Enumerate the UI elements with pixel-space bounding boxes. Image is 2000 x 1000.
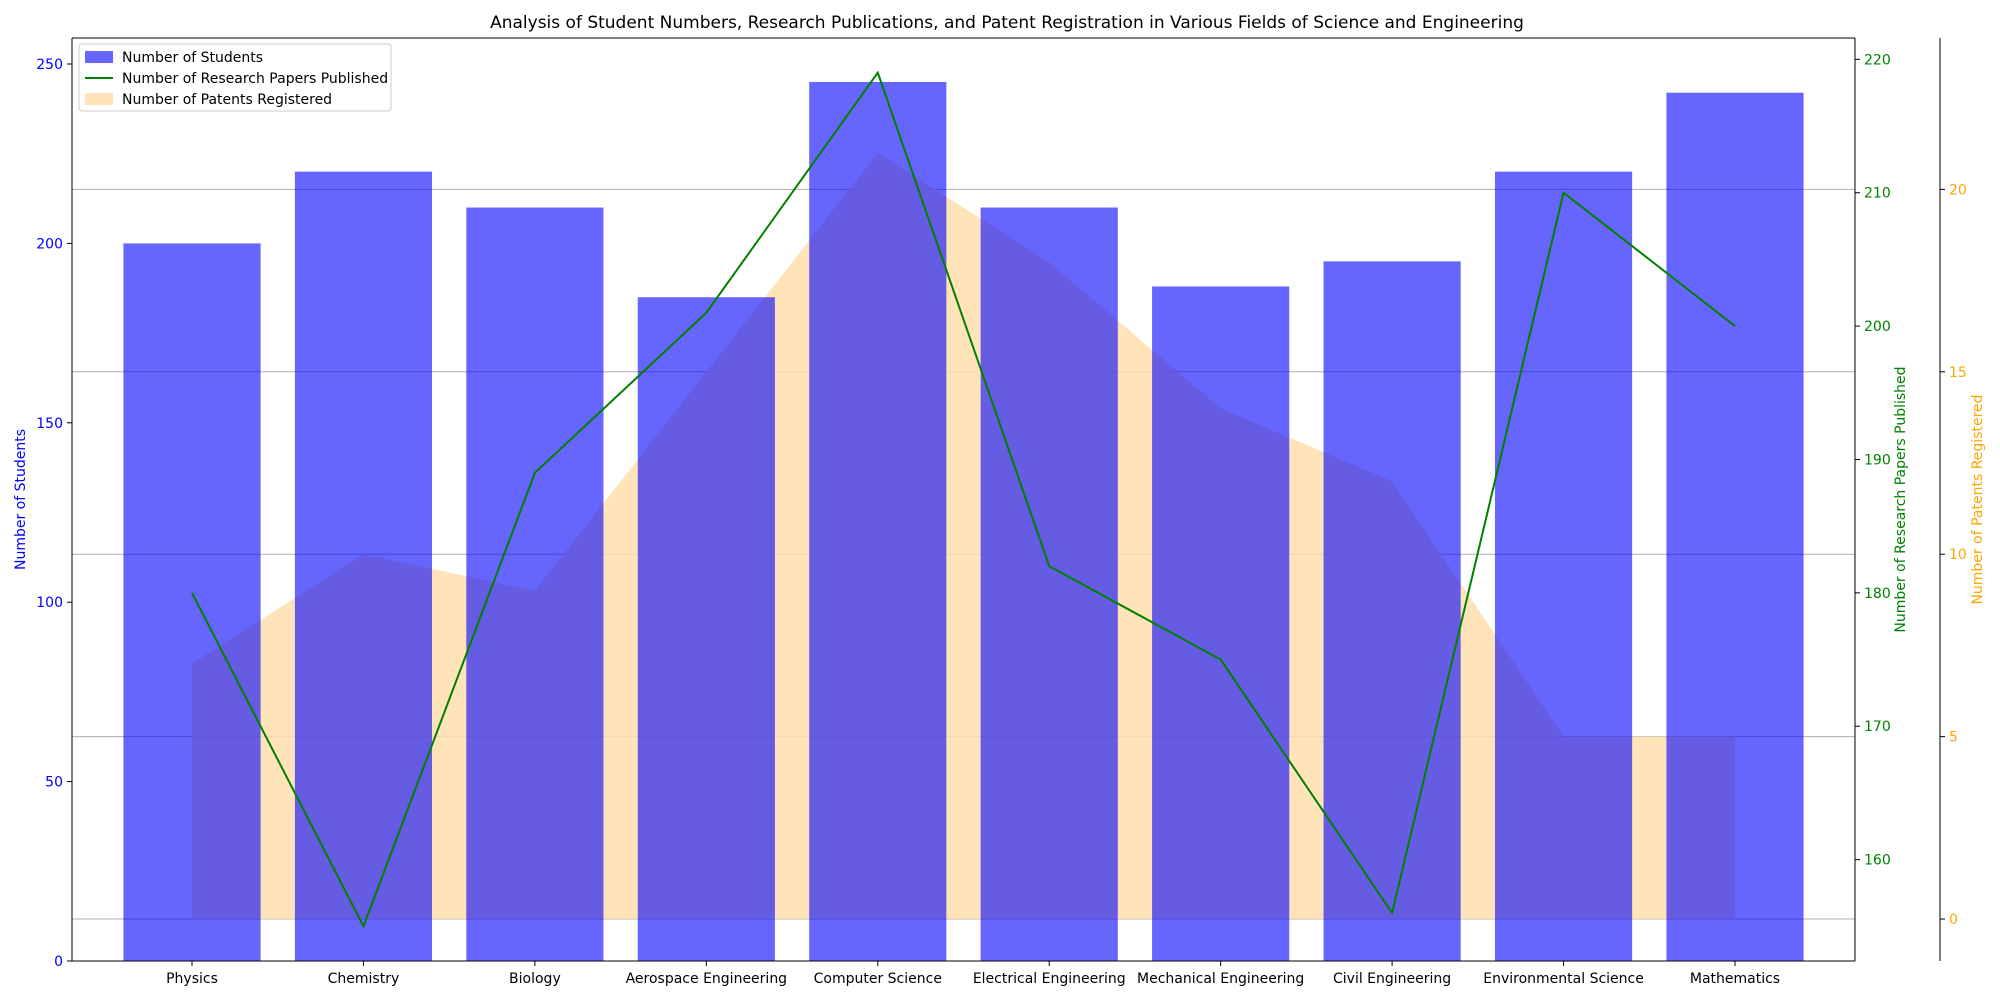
students-bar: [1666, 92, 1804, 961]
papers-y-tick-label: 220: [1864, 52, 1891, 68]
students-bar: [980, 207, 1118, 961]
axes-layer: Physics Chemistry Biology Aerospace Enginee…: [13, 37, 1986, 987]
x-tick-label: Civil Engineering: [1333, 971, 1451, 987]
students-bar: [294, 171, 433, 961]
students-bar: [1323, 261, 1461, 961]
students-bar: [1494, 171, 1633, 961]
left-axis-title: Number of Students: [13, 429, 29, 570]
students-bar: [466, 207, 604, 961]
x-tick-label: Electrical Engineering: [973, 971, 1126, 987]
students-bar: [123, 243, 261, 962]
x-tick-label: Chemistry: [328, 971, 400, 987]
students-bars-layer: [123, 81, 1804, 962]
left-y-tick-label: 250: [36, 57, 63, 73]
legend-label-students: Number of Students: [122, 50, 263, 66]
patents-y-tick-label: 10: [1949, 547, 1967, 563]
patents-y-tick-label: 0: [1949, 912, 1958, 928]
left-y-tick-label: 200: [36, 236, 63, 252]
legend: Number of Students Number of Research Pap…: [78, 43, 392, 112]
papers-y-tick-label: 190: [1864, 452, 1891, 468]
patents-y-tick-label: 15: [1949, 365, 1967, 381]
left-y-tick-label: 0: [54, 954, 63, 970]
papers-y-tick-label: 160: [1864, 853, 1891, 869]
x-tick-label: Environmental Science: [1483, 971, 1644, 987]
x-tick-label: Physics: [166, 971, 218, 987]
left-y-tick-label: 150: [36, 416, 63, 432]
legend-swatch-students: [85, 51, 113, 63]
students-bar: [637, 297, 775, 961]
x-tick-label: Computer Science: [814, 971, 942, 987]
patents-y-tick-label: 20: [1949, 182, 1967, 198]
legend-swatch-patents: [85, 93, 113, 105]
left-y-tick-label: 100: [36, 595, 63, 611]
x-tick-label: Biology: [509, 971, 561, 987]
students-bar: [809, 81, 947, 961]
x-tick-label: Mathematics: [1690, 971, 1780, 987]
patents-y-tick-label: 5: [1949, 730, 1958, 746]
left-y-tick-label: 50: [45, 775, 63, 791]
patents-axis-title: Number of Patents Registered: [1970, 394, 1986, 604]
papers-y-tick-label: 170: [1864, 719, 1891, 735]
papers-line: [191, 70, 1736, 929]
legend-box: [78, 43, 392, 112]
papers-y-tick-label: 210: [1864, 186, 1891, 202]
legend-label-papers: Number of Research Papers Published: [122, 71, 388, 87]
papers-y-tick-label: 180: [1864, 586, 1891, 602]
papers-line-layer: [191, 70, 1736, 929]
x-tick-label: Aerospace Engineering: [626, 971, 787, 987]
papers-y-tick-label: 200: [1864, 319, 1891, 335]
students-bar: [1152, 286, 1290, 961]
chart-title: Analysis of Student Numbers, Research Pu…: [490, 13, 1524, 33]
legend-label-patents: Number of Patents Registered: [122, 92, 332, 108]
x-tick-label: Mechanical Engineering: [1137, 971, 1304, 987]
papers-axis-title: Number of Research Papers Published: [1893, 366, 1909, 632]
